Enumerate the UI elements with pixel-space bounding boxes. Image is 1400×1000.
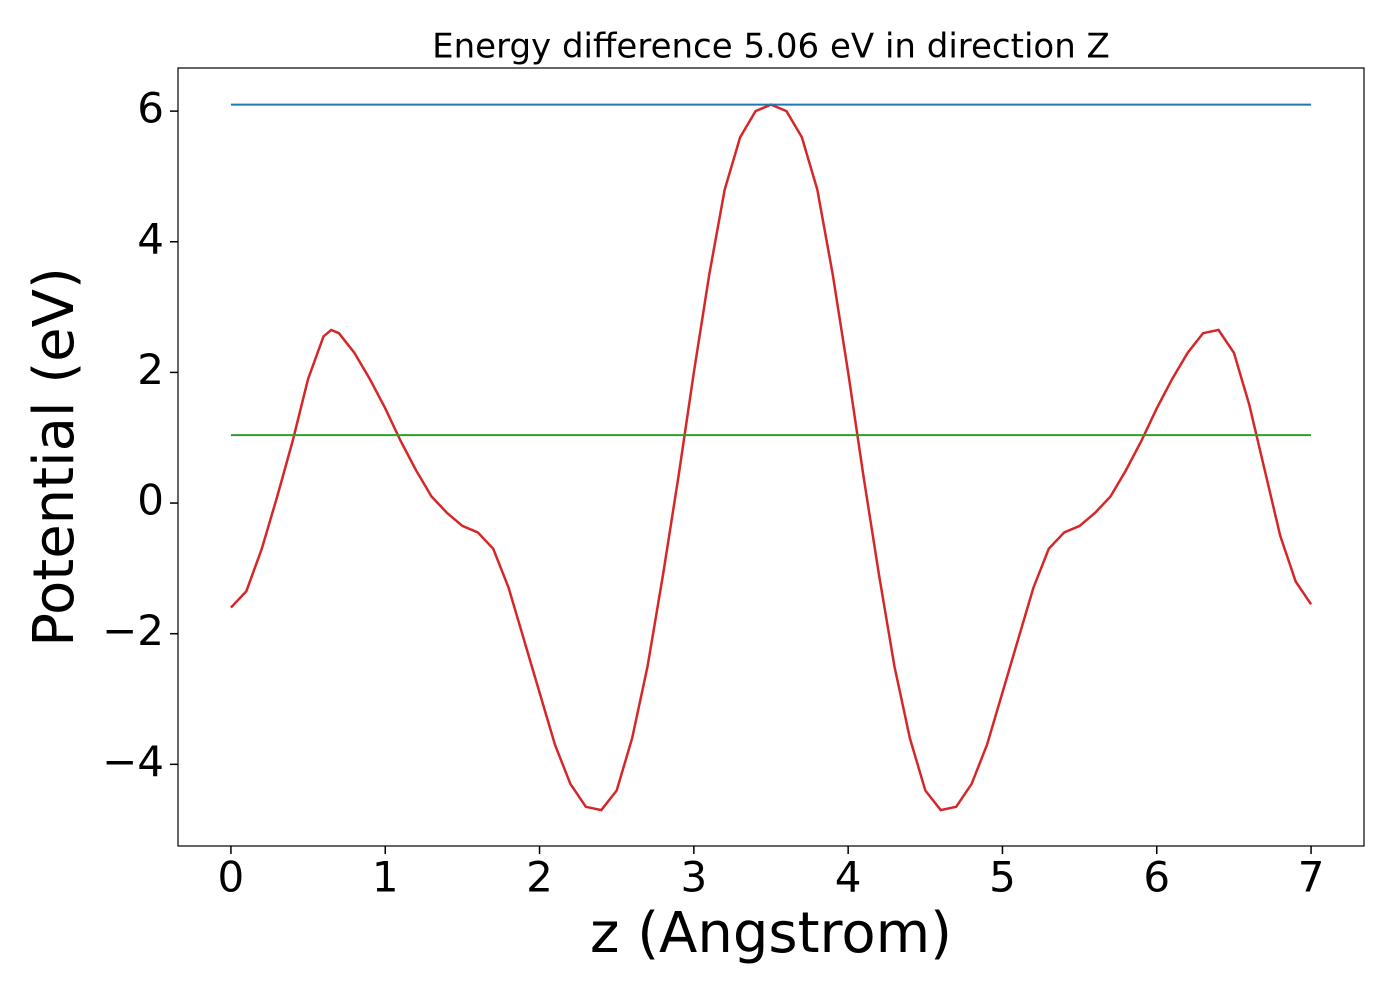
x-tick-label: 3	[680, 853, 707, 902]
line-series	[230, 103, 1313, 812]
x-tick-label: 1	[372, 853, 399, 902]
y-tick-label: 0	[137, 476, 164, 525]
x-tick-label: 4	[835, 853, 862, 902]
y-tick-label: 6	[137, 84, 164, 133]
y-axis-label: Potential (eV)	[22, 267, 87, 647]
x-tick-label: 7	[1298, 853, 1325, 902]
x-axis-label: z (Angstrom)	[590, 901, 952, 966]
y-tick-label: −2	[102, 606, 164, 655]
chart-title: Energy difference 5.06 eV in direction Z	[432, 27, 1110, 67]
x-tick-label: 0	[218, 853, 245, 902]
y-tick-label: 4	[137, 214, 164, 263]
x-tick-label: 6	[1143, 853, 1170, 902]
x-tick-label: 5	[989, 853, 1016, 902]
plot-frame	[177, 67, 1365, 847]
y-tick-label: 2	[137, 345, 164, 394]
y-tick-label: −4	[102, 737, 164, 786]
x-tick-label: 2	[526, 853, 553, 902]
